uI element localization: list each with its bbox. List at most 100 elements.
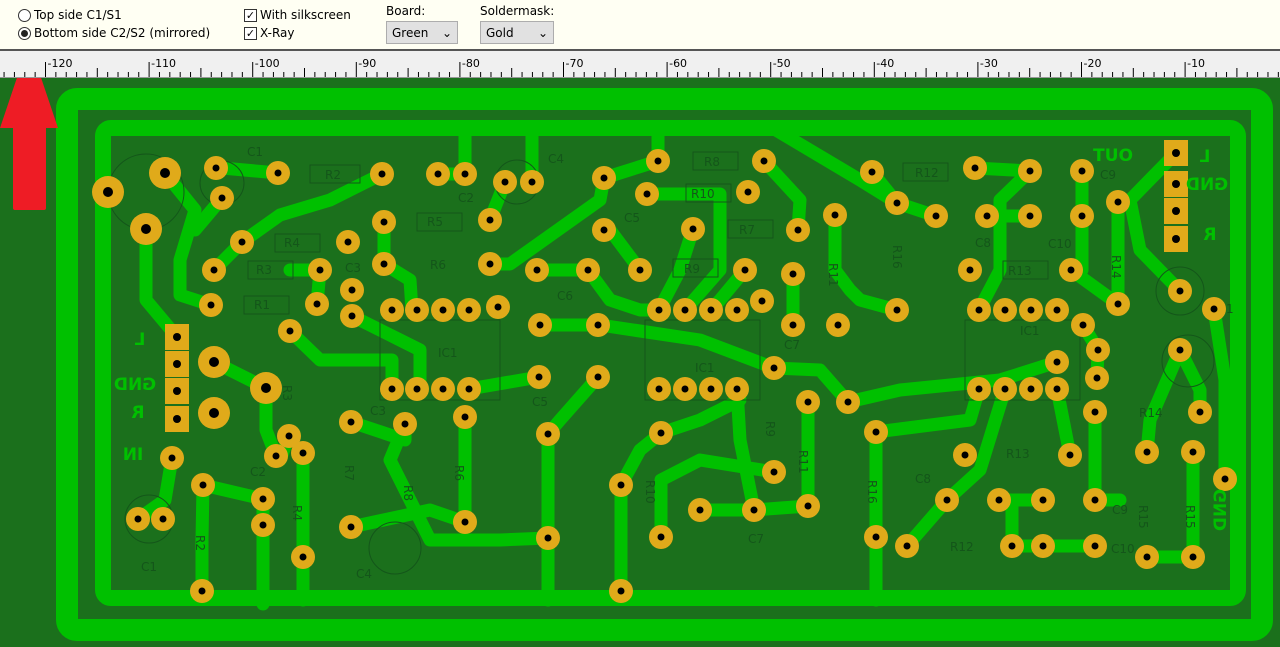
drill-hole — [380, 218, 388, 226]
xray-checkbox[interactable]: ✓ X-Ray — [244, 26, 294, 40]
component-label: R9 — [684, 262, 700, 276]
board-color-select[interactable]: Green ⌄ — [386, 21, 458, 44]
connector-label: GND — [1186, 175, 1228, 195]
connector-label: IN — [123, 445, 144, 465]
copper-trace — [195, 478, 210, 598]
drill-hole — [1091, 542, 1099, 550]
drill-hole — [198, 587, 206, 595]
drill-hole — [789, 270, 797, 278]
drill-hole — [689, 225, 697, 233]
drill-hole — [1143, 553, 1151, 561]
checkbox-checked-icon[interactable]: ✓ — [244, 8, 257, 22]
copper-trace — [1140, 343, 1187, 459]
drill-hole — [758, 297, 766, 305]
soldermask-select[interactable]: Gold ⌄ — [480, 21, 554, 44]
drill-hole — [1053, 385, 1061, 393]
ruler-label: -20 — [1084, 57, 1102, 70]
component-outline — [692, 151, 739, 171]
checkbox-checked-icon[interactable]: ✓ — [244, 26, 257, 40]
drill-hole — [388, 306, 396, 314]
drill-hole — [750, 506, 758, 514]
silkscreen-checkbox[interactable]: ✓ With silkscreen — [244, 8, 351, 22]
drill-hole — [1078, 212, 1086, 220]
component-label: R11 — [796, 450, 810, 474]
drill-hole — [1067, 266, 1075, 274]
copper-trace — [139, 222, 184, 344]
copper-trace — [383, 417, 555, 547]
drill-hole — [983, 212, 991, 220]
drill-hole — [681, 385, 689, 393]
drill-hole — [388, 385, 396, 393]
component-label: R3 — [256, 263, 272, 277]
ruler-label: -10 — [1187, 57, 1205, 70]
drill-hole — [348, 312, 356, 320]
component-label: R5 — [427, 215, 443, 229]
ruler-label: -110 — [151, 57, 176, 70]
drill-hole — [1114, 300, 1122, 308]
component-label: R12 — [915, 166, 939, 180]
soldermask-label: Soldermask: — [480, 4, 555, 18]
radio-selected-icon[interactable] — [18, 26, 31, 40]
drill-hole — [804, 398, 812, 406]
copper-trace — [283, 324, 399, 396]
drill-hole — [544, 534, 552, 542]
component-label: R16 — [865, 480, 879, 504]
copper-trace — [593, 318, 781, 375]
component-label: C3 — [345, 261, 361, 275]
component-label: R10 — [643, 480, 657, 504]
component-label: R4 — [290, 505, 304, 521]
drill-hole — [655, 306, 663, 314]
drill-hole — [770, 364, 778, 372]
drill-hole — [413, 306, 421, 314]
drill-hole — [316, 266, 324, 274]
component-label: IC1 — [1020, 324, 1040, 338]
drill-hole — [378, 170, 386, 178]
chevron-down-icon: ⌄ — [537, 25, 548, 40]
component-label: R2 — [193, 535, 207, 551]
component-label: C9 — [1100, 168, 1116, 182]
top-side-radio[interactable]: Top side C1/S1 — [18, 8, 122, 22]
component-outline — [727, 219, 774, 239]
component-label: C3 — [370, 404, 386, 418]
drill-hole — [413, 385, 421, 393]
drill-hole — [600, 174, 608, 182]
drill-hole — [1053, 358, 1061, 366]
drill-hole — [594, 321, 602, 329]
drill-hole — [1001, 385, 1009, 393]
drill-hole — [1172, 180, 1180, 188]
drill-hole — [1026, 167, 1034, 175]
component-label: C5 — [624, 211, 640, 225]
ruler-label: -60 — [669, 57, 687, 70]
drill-hole — [173, 333, 181, 341]
drill-hole — [932, 212, 940, 220]
drill-hole — [1008, 542, 1016, 550]
component-label: R14 — [1139, 406, 1163, 420]
drill-hole — [733, 385, 741, 393]
drill-hole — [1176, 287, 1184, 295]
pcb-board-view[interactable]: C1 R2 C2 C4 R5 R4 R3 C3 R6 C5 C6 R1 R8 R10 R7 R9 R12 C9 C8… — [0, 78, 1280, 647]
drill-hole — [600, 226, 608, 234]
capacitor-outline — [1155, 266, 1205, 316]
component-outline — [1002, 260, 1049, 280]
component-label: C1 — [141, 560, 157, 574]
component-label: R13 — [1006, 447, 1030, 461]
component-label: IC1 — [438, 346, 458, 360]
drill-hole — [760, 157, 768, 165]
drill-hole — [536, 321, 544, 329]
drill-hole — [347, 418, 355, 426]
soldermask-value: Gold — [486, 25, 514, 40]
drill-hole — [299, 553, 307, 561]
connector-label: GND — [114, 375, 156, 395]
bottom-side-radio[interactable]: Bottom side C2/S2 (mirrored) — [18, 26, 210, 40]
component-label: C2 — [458, 191, 474, 205]
radio-icon[interactable] — [18, 8, 31, 22]
drill-hole — [210, 266, 218, 274]
drill-hole — [1189, 553, 1197, 561]
ruler-label: -50 — [773, 57, 791, 70]
component-label: IC1 — [695, 361, 715, 375]
component-label: C8 — [975, 236, 991, 250]
drill-hole — [218, 194, 226, 202]
component-label: R10 — [691, 187, 715, 201]
connector-label: L — [134, 330, 145, 350]
copper-trace — [730, 382, 761, 517]
